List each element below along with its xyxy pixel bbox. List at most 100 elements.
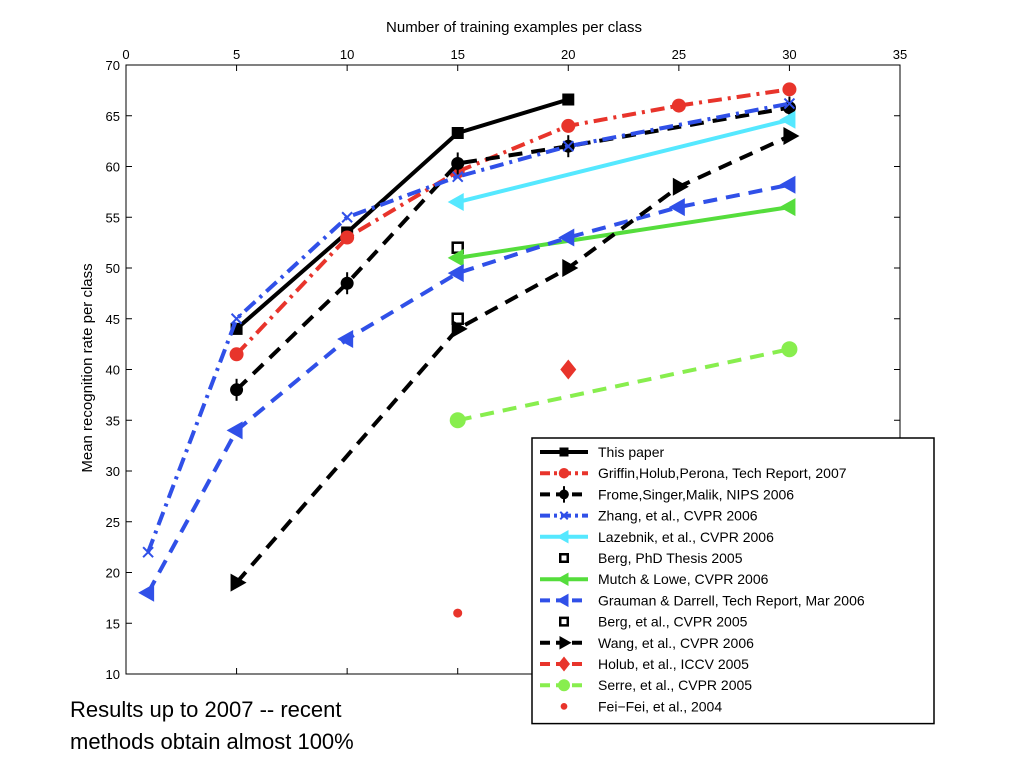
y-tick-label: 20 [106, 566, 120, 581]
legend-entry: Zhang, et al., CVPR 2006 [540, 508, 758, 524]
data-point [556, 572, 569, 586]
data-point [142, 546, 154, 558]
x-tick-label: 0 [122, 47, 129, 62]
data-point [229, 347, 244, 362]
legend-label: This paper [598, 444, 664, 460]
caption: Results up to 2007 -- recent methods obt… [70, 694, 354, 758]
series-line [457, 117, 790, 204]
legend-entry: Berg, et al., CVPR 2005 [559, 614, 748, 630]
legend-label: Wang, et al., CVPR 2006 [598, 635, 754, 651]
data-point [230, 313, 243, 325]
x-tick-label: 25 [672, 47, 686, 62]
data-point [447, 248, 464, 267]
data-point [447, 264, 464, 283]
legend-entry: Lazebnik, et al., CVPR 2006 [540, 529, 774, 545]
y-tick-label: 10 [106, 667, 120, 682]
series-line [457, 347, 790, 423]
series-12 [449, 341, 798, 429]
data-point [783, 97, 796, 110]
series-line [235, 87, 790, 356]
y-tick-label: 60 [106, 160, 120, 175]
data-point [451, 319, 468, 338]
axes: 0 5 10 15 20 25 30 35 10 15 20 25 30 35 40 45 50 55 60 65 70 [106, 47, 908, 682]
data-point [779, 110, 796, 129]
legend-box [531, 437, 935, 725]
data-point [562, 93, 575, 106]
data-point [337, 330, 354, 349]
x-tick-label: 15 [450, 47, 464, 62]
y-tick-label: 15 [106, 616, 120, 631]
legend: This paper Griffin,Holub,Perona, Tech Rep… [531, 437, 935, 725]
y-tick-label: 65 [106, 109, 120, 124]
legend-entry: This paper [540, 444, 664, 460]
legend-entry: Fei−Fei, et al., 2004 [560, 698, 722, 714]
data-point [559, 636, 572, 650]
series-line [235, 97, 569, 331]
legend-label: Mutch & Lowe, CVPR 2006 [598, 571, 769, 587]
y-tick-label: 25 [106, 515, 120, 530]
data-point [559, 616, 569, 627]
series-5 [447, 110, 796, 212]
y-tick-label: 30 [106, 464, 120, 479]
legend-label: Fei−Fei, et al., 2004 [598, 698, 722, 714]
data-point [559, 511, 569, 521]
data-point [452, 170, 464, 183]
series-line [457, 205, 790, 260]
data-point [558, 656, 570, 672]
data-point [779, 198, 796, 217]
data-point [451, 127, 464, 140]
x-tick-label: 10 [340, 47, 354, 62]
series-line [235, 105, 790, 392]
data-point [779, 175, 796, 194]
data-point [559, 447, 569, 457]
legend-entry: Holub, et al., ICCV 2005 [540, 656, 749, 672]
data-point [783, 127, 800, 146]
series-4 [142, 97, 796, 558]
legend-label: Frome,Singer,Malik, NIPS 2006 [598, 486, 794, 502]
legend-label: Grauman & Darrell, Tech Report, Mar 2006 [598, 592, 865, 608]
data-point [558, 679, 570, 692]
legend-label: Holub, et al., ICCV 2005 [598, 656, 749, 672]
series-10 [230, 127, 800, 592]
data-point [781, 341, 798, 358]
y-tick-label: 70 [106, 58, 120, 73]
caption-line-1: Results up to 2007 -- recent [70, 697, 342, 722]
data-point [672, 177, 689, 196]
y-tick-label: 50 [106, 261, 120, 276]
legend-entry: Wang, et al., CVPR 2006 [540, 635, 754, 651]
data-point [226, 421, 243, 440]
caption-line-2: methods obtain almost 100% [70, 729, 354, 754]
legend-entry: Serre, et al., CVPR 2005 [540, 677, 752, 693]
legend-entry: Frome,Singer,Malik, NIPS 2006 [540, 486, 794, 503]
series-11 [560, 359, 577, 380]
y-tick-label: 35 [106, 413, 120, 428]
legend-entry: Grauman & Darrell, Tech Report, Mar 2006 [540, 592, 865, 608]
legend-entry: Mutch & Lowe, CVPR 2006 [540, 571, 769, 587]
data-point [556, 593, 569, 608]
data-point [558, 228, 575, 247]
series-2 [229, 82, 797, 362]
legend-label: Zhang, et al., CVPR 2006 [598, 508, 758, 524]
legend-label: Griffin,Holub,Perona, Tech Report, 2007 [598, 465, 847, 481]
series-13 [453, 608, 463, 618]
legend-label: Berg, PhD Thesis 2005 [598, 550, 743, 566]
series-8 [138, 175, 796, 602]
data-point [668, 198, 685, 217]
data-point [230, 573, 247, 592]
data-point [562, 140, 574, 152]
series-layer [138, 82, 800, 618]
data-point [453, 608, 463, 618]
y-tick-label: 55 [106, 210, 120, 225]
data-point [562, 259, 579, 277]
data-point [782, 82, 797, 97]
x-tick-label: 20 [561, 47, 575, 62]
data-point [447, 193, 464, 212]
data-point [560, 703, 568, 710]
data-point [560, 359, 577, 380]
y-tick-label: 40 [106, 363, 120, 378]
data-point [558, 467, 570, 479]
data-point [449, 412, 466, 429]
legend-label: Berg, et al., CVPR 2005 [598, 614, 748, 630]
y-axis-title: Mean recognition rate per class [79, 263, 96, 472]
